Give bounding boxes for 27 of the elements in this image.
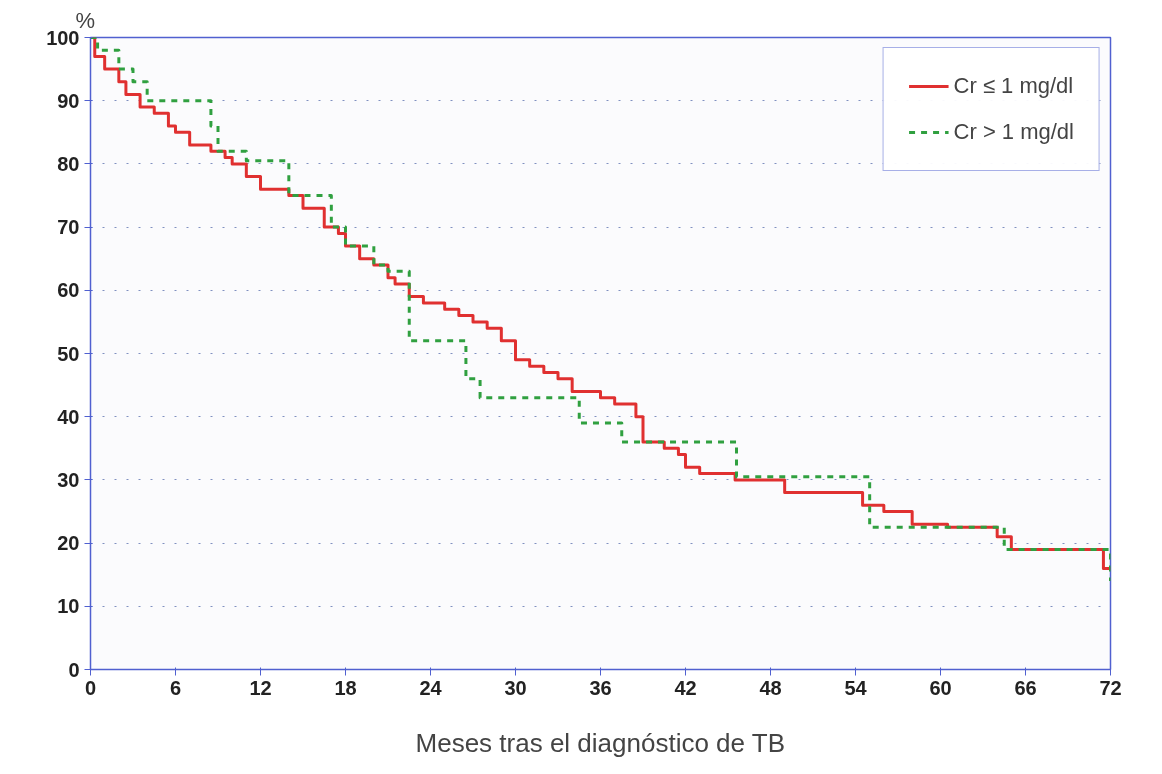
y-tick-label: 0 bbox=[68, 658, 80, 681]
x-tick-label: 12 bbox=[249, 676, 272, 699]
legend-label: Cr > 1 mg/dl bbox=[953, 119, 1074, 145]
y-tick-label: 10 bbox=[57, 595, 80, 618]
y-tick-label: 30 bbox=[57, 468, 80, 491]
x-tick-label: 0 bbox=[84, 676, 97, 699]
x-tick-label: 48 bbox=[759, 676, 782, 699]
y-tick-label: 40 bbox=[57, 405, 80, 428]
y-tick-label: 60 bbox=[57, 279, 80, 302]
x-tick-label: 66 bbox=[1014, 676, 1037, 699]
x-tick-label: 24 bbox=[419, 676, 443, 699]
y-tick-label: 100 bbox=[46, 26, 80, 49]
x-tick-label: 72 bbox=[1099, 676, 1122, 699]
x-tick-label: 42 bbox=[674, 676, 697, 699]
x-tick-label: 36 bbox=[589, 676, 612, 699]
x-axis-title: Meses tras el diagnóstico de TB bbox=[415, 727, 786, 758]
y-tick-label: 20 bbox=[57, 532, 80, 555]
y-tick-label: 90 bbox=[57, 89, 80, 112]
x-tick-label: 18 bbox=[334, 676, 357, 699]
x-tick-label: 30 bbox=[504, 676, 527, 699]
legend-label: Cr ≤ 1 mg/dl bbox=[953, 73, 1074, 99]
y-tick-label: 70 bbox=[57, 216, 80, 239]
x-tick-label: 6 bbox=[169, 676, 182, 699]
x-tick-label: 60 bbox=[929, 676, 952, 699]
x-tick-label: 54 bbox=[844, 676, 868, 699]
y-tick-label: 80 bbox=[57, 152, 80, 175]
y-tick-label: 50 bbox=[57, 342, 80, 365]
